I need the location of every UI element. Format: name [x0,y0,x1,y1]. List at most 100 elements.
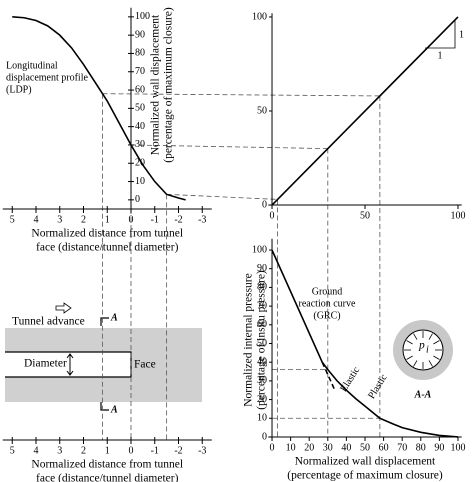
y-tick-label: 100 [252,244,267,255]
annotation: Longitudinal [6,60,58,71]
curve-label: Plastic [366,372,390,401]
y-tick-label: 10 [135,176,145,187]
y-axis-label: (percentage of insitu pressure) [256,270,268,410]
x-tick-label: 10 [286,442,296,453]
pressure-subscript: i [426,344,429,355]
y-tick-label: 0 [262,199,267,210]
y-axis-label: Normalized wall displacement [150,14,162,155]
annotation: (GRC) [313,310,340,321]
y-tick-label: 30 [257,375,267,386]
curve [321,361,336,392]
pressure-arrows [404,331,442,369]
pressure-arrow [433,355,440,360]
x-tick-label: 40 [341,442,351,453]
x-tick-label: -2 [174,214,182,225]
x-axis-label: Normalized distance from tunnel [31,228,183,240]
pressure-label: p [418,340,425,352]
pressure-arrow [413,333,418,340]
section-opening [402,329,444,371]
guide-line [130,144,328,150]
pressure-arrow [413,360,418,367]
x-tick-label: 100 [450,442,465,453]
x-axis-label: Normalized distance from tunnel [31,459,183,471]
pressure-arrow [428,333,433,340]
x-tick-label: 30 [323,442,333,453]
y-tick-label: 80 [257,282,267,293]
pressure-arrow [428,360,433,367]
section-label: A [110,404,118,415]
guide-line [166,193,278,200]
curve [12,16,186,201]
diameter-label: Diameter [24,358,67,370]
x-tick-label: 80 [416,442,426,453]
y-tick-label: 90 [135,29,145,40]
y-tick-label: 50 [135,103,145,114]
y-tick-label: 70 [257,300,267,311]
x-tick-label: 70 [397,442,407,453]
y-tick-label: 60 [135,84,145,95]
x-tick-label: 60 [379,442,389,453]
x-tick-label: 4 [34,445,39,456]
pressure-arrow [406,355,413,360]
y-tick-label: 100 [135,11,150,22]
x-tick-label: 20 [304,442,314,453]
section-mark [100,402,109,411]
x-tick-label: 4 [34,214,39,225]
y-tick-label: 40 [135,121,145,132]
x-tick-label: 2 [81,445,86,456]
y-tick-label: 0 [262,431,267,442]
y-axis-label: Normalized internal pressure [243,273,255,406]
x-tick-label: 3 [57,445,62,456]
section-mark [100,317,109,326]
advance-label: Tunnel advance [12,316,85,328]
x-axis-label: Normalized wall displacement [295,456,436,468]
annotation: reaction curve [299,298,356,309]
slope-label: 1 [438,50,443,61]
y-axis-label: (percentage of maximum closure) [163,7,175,163]
guide-line [102,93,380,97]
annotation: displacement profile [6,72,88,83]
x-tick-label: -1 [151,445,159,456]
y-tick-label: 0 [135,194,140,205]
x-tick-label: 0 [270,210,275,221]
x-tick-label: -1 [151,214,159,225]
x-tick-label: 0 [270,442,275,453]
y-tick-label: 30 [135,139,145,150]
x-tick-label: 0 [129,445,134,456]
advance-arrow [55,302,72,314]
curve [271,16,459,206]
section-label: A [110,312,118,323]
x-tick-label: 3 [57,214,62,225]
x-tick-label: 5 [10,445,15,456]
curve [271,249,459,438]
curve-label: Elastic [338,365,362,394]
x-tick-label: 0 [129,214,134,225]
x-tick-label: -3 [198,214,206,225]
y-tick-label: 90 [257,263,267,274]
annotation: (LDP) [6,84,32,95]
y-tick-label: 20 [257,394,267,405]
y-tick-label: 50 [257,105,267,116]
y-tick-label: 80 [135,48,145,59]
x-tick-label: -3 [198,445,206,456]
x-axis-label: face (distance/tunnel diameter) [36,473,179,482]
slope-label: 1 [459,29,464,40]
slope-triangle [425,20,456,49]
x-axis-label: (percentage of maximum closure) [287,470,443,482]
x-axis-label: face (distance/tunnel diameter) [36,242,179,254]
pressure-arrow [406,340,413,345]
x-tick-label: 2 [81,214,86,225]
face-label: Face [134,359,156,371]
annotation: Ground [312,286,343,297]
x-tick-label: 1 [105,445,110,456]
y-tick-label: 10 [257,413,267,424]
y-tick-label: 20 [135,158,145,169]
x-tick-label: -2 [174,445,182,456]
x-tick-label: 50 [360,210,370,221]
x-tick-label: 100 [450,210,465,221]
y-tick-label: 100 [252,11,267,22]
y-tick-label: 60 [257,319,267,330]
x-tick-label: 90 [434,442,444,453]
x-tick-label: 1 [105,214,110,225]
